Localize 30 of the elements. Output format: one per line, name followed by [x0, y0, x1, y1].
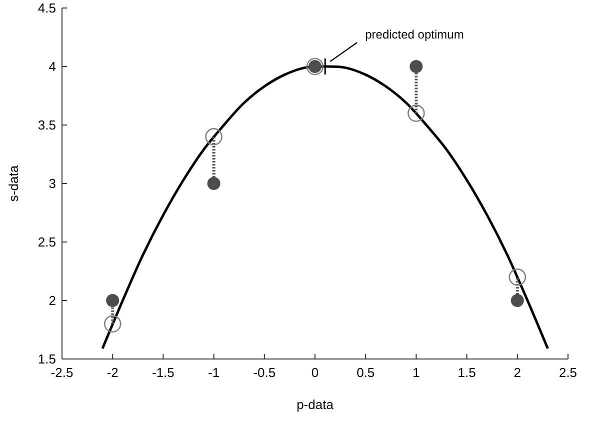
y-tick-label: 3	[48, 176, 56, 192]
point	[410, 60, 423, 73]
y-tick-label: 4.5	[38, 0, 56, 16]
y-tick-label: 1.5	[38, 352, 56, 367]
annotation: predicted optimum	[365, 28, 464, 42]
x-tick-label: 0.5	[356, 365, 375, 380]
y-axis-title: s-data	[6, 164, 21, 202]
point	[106, 294, 120, 307]
x-tick-label: 2	[514, 365, 522, 380]
point	[508, 268, 526, 286]
x-tick-label: -2	[106, 365, 118, 380]
x-tick-label: -1.5	[152, 365, 174, 380]
point	[104, 315, 122, 333]
x-tick-label: -0.5	[253, 365, 276, 380]
x-axis-title: p-data	[296, 397, 334, 412]
x-tick-label: 1	[412, 365, 420, 380]
x-tick-label: -1	[208, 365, 220, 380]
y-tick-label: 3.5	[38, 118, 56, 133]
line-series	[101, 65, 550, 350]
y-tick-label: 2	[48, 293, 56, 308]
x-tick-label: -2.5	[50, 365, 74, 380]
point	[205, 128, 222, 146]
x-tick-label: 2.5	[558, 365, 578, 380]
y-tick-label: 2.5	[38, 234, 56, 250]
x-tick-label: 1.5	[458, 365, 476, 380]
point	[408, 104, 425, 122]
y-tick-label: 4	[48, 59, 56, 74]
point	[510, 294, 524, 307]
point	[207, 177, 220, 190]
x-tick-label: 0	[311, 365, 319, 380]
